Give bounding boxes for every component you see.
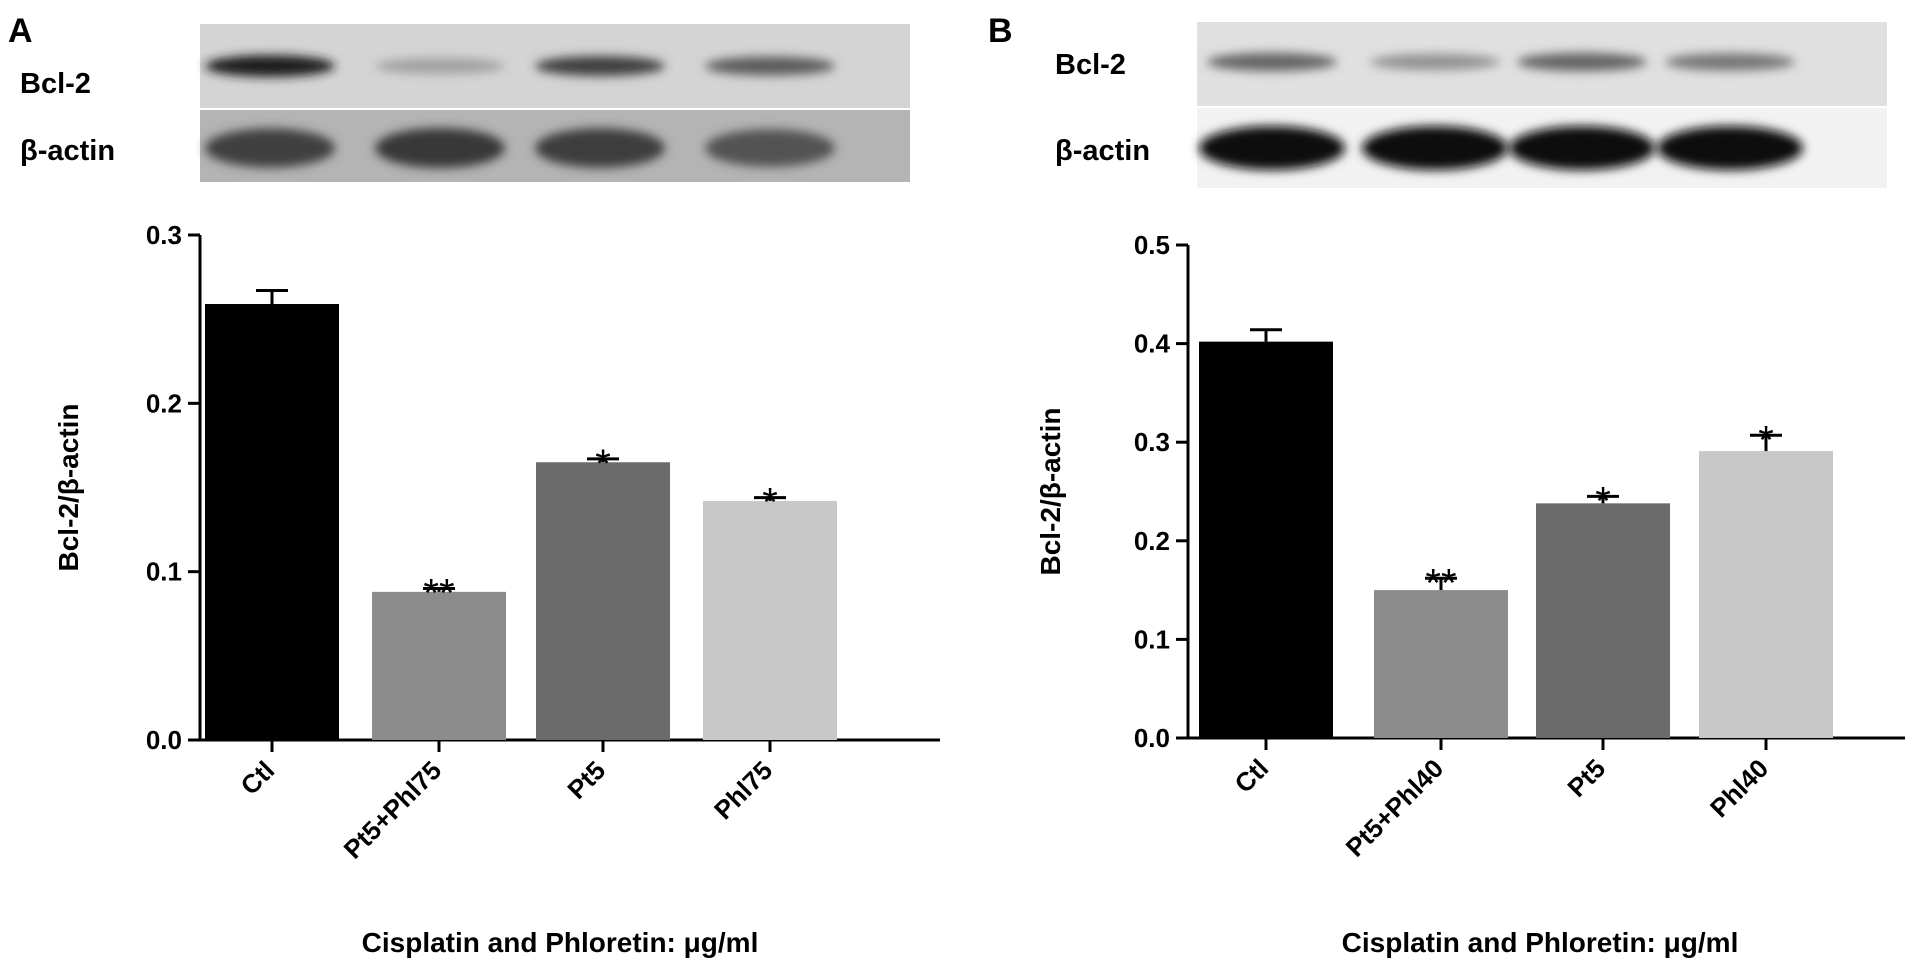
- significance-marker: *: [1758, 418, 1774, 462]
- y-axis-label: Bcl-2/β-actin: [1035, 407, 1066, 575]
- bar: [1199, 341, 1333, 738]
- significance-marker: **: [423, 572, 454, 616]
- blot-label-actin: β-actin: [1055, 135, 1150, 167]
- band-bcl2: [1370, 53, 1500, 71]
- x-tick-label: Pt5+Phl75: [338, 755, 448, 865]
- panel-b: BBcl-2β-actin0.00.10.20.30.40.5Ctl**Pt5+…: [988, 12, 1905, 958]
- band-actin: [205, 128, 335, 168]
- band-actin: [705, 129, 835, 167]
- y-tick-label: 0.4: [1134, 329, 1171, 359]
- bar: [1374, 590, 1508, 738]
- significance-marker: *: [762, 481, 778, 525]
- band-actin: [1199, 126, 1345, 170]
- x-tick-label: Phl40: [1704, 753, 1774, 823]
- x-tick-label: Phl75: [708, 755, 778, 825]
- y-tick-label: 0.3: [1134, 427, 1170, 457]
- band-bcl2: [535, 56, 665, 76]
- panel-letter: A: [8, 12, 33, 50]
- western-blot-a: Bcl-2 β-actin: [20, 24, 910, 182]
- bar: [536, 462, 670, 740]
- significance-marker: *: [1595, 479, 1611, 523]
- y-tick-label: 0.0: [1134, 723, 1170, 753]
- x-tick-label: Pt5: [561, 755, 611, 805]
- y-tick-label: 0.1: [1134, 624, 1170, 654]
- y-tick-label: 0.3: [146, 220, 182, 250]
- y-axis-label: Bcl-2/β-actin: [53, 403, 84, 571]
- band-bcl2: [375, 58, 505, 74]
- band-bcl2: [1207, 52, 1337, 72]
- x-tick-label: Pt5+Phl40: [1340, 753, 1450, 863]
- blot-label-bcl2: Bcl-2: [20, 68, 91, 100]
- panel-a: ABcl-2β-actin0.00.10.20.3Ctl**Pt5+Phl75*…: [8, 12, 940, 958]
- band-bcl2: [205, 55, 335, 77]
- bar: [372, 591, 506, 740]
- significance-marker: **: [1425, 561, 1456, 605]
- x-tick-label: Ctl: [1229, 753, 1275, 799]
- y-tick-label: 0.1: [146, 557, 182, 587]
- bar-chart-b: 0.0 0.1 0.2 0.3 0.4 0.5 Ctl ** Pt5+Phl40 * Pt5 * Phl…: [1035, 230, 1905, 958]
- band-actin: [1657, 126, 1803, 170]
- x-tick-label: Pt5: [1561, 753, 1611, 803]
- band-bcl2: [705, 56, 835, 76]
- bar-chart-a: 0.0 0.1 0.2 0.3 Ctl ** Pt5+Phl75 * Pt5 * Phl75 Bcl-…: [53, 220, 940, 958]
- band-actin: [375, 128, 505, 168]
- significance-marker: *: [595, 442, 611, 486]
- bar: [1699, 451, 1833, 738]
- y-tick-label: 0.2: [146, 388, 182, 418]
- band-bcl2: [1517, 52, 1647, 72]
- bar: [1536, 503, 1670, 738]
- panel-letter: B: [988, 12, 1013, 50]
- y-tick-label: 0.2: [1134, 526, 1170, 556]
- x-axis-label: Cisplatin and Phloretin: μg/ml: [362, 927, 759, 958]
- y-tick-label: 0.5: [1134, 230, 1170, 260]
- y-tick-label: 0.0: [146, 725, 182, 755]
- x-tick-label: Ctl: [235, 755, 281, 801]
- band-actin: [1509, 126, 1655, 170]
- blot-label-actin: β-actin: [20, 135, 115, 167]
- western-blot-b: Bcl-2 β-actin: [1055, 22, 1887, 188]
- bar: [205, 304, 339, 740]
- x-axis-label: Cisplatin and Phloretin: μg/ml: [1342, 927, 1739, 958]
- blot-label-bcl2: Bcl-2: [1055, 49, 1126, 81]
- band-actin: [1362, 126, 1508, 170]
- band-actin: [535, 128, 665, 168]
- bar: [703, 500, 837, 740]
- band-bcl2: [1665, 53, 1795, 71]
